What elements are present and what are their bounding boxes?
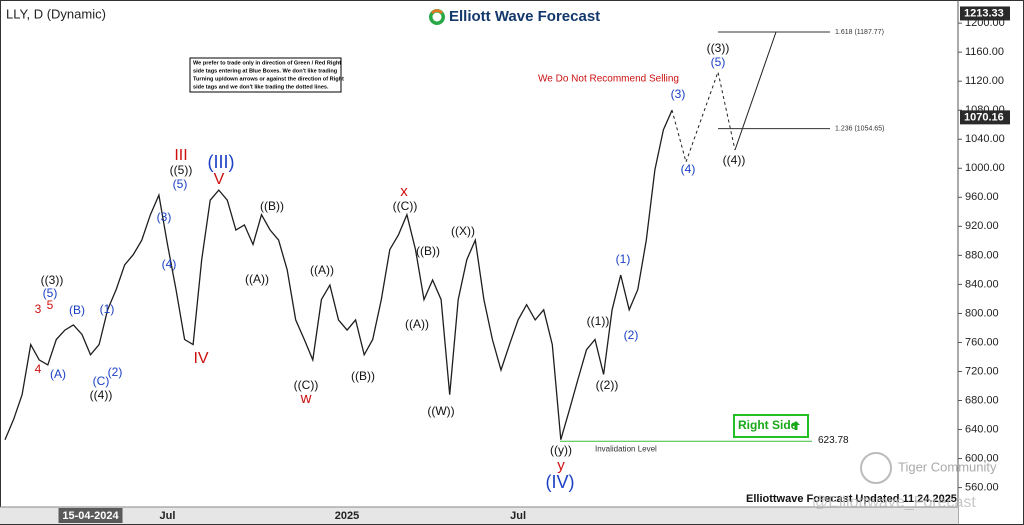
chart-title: LLY, D (Dynamic) [6,6,106,21]
wave-label: (4) [162,257,177,271]
wave-label: ((X)) [451,224,475,238]
wave-label: (III) [208,152,235,172]
note-line: side tags and we don't like trading the … [193,84,329,90]
wave-label: (IV) [546,472,575,492]
y-tick-label: 640.00 [965,423,999,435]
wave-label: ((A)) [245,272,269,286]
y-tick-label: 680.00 [965,394,999,406]
wave-label: (3) [157,210,172,224]
wave-label: ((3)) [707,41,730,55]
wave-label: ((W)) [427,404,454,418]
wave-label: (4) [681,162,696,176]
wave-label: ((5)) [170,163,193,177]
time-axis-strip [0,507,958,524]
wave-label: 4 [35,362,42,376]
wave-label: (2) [108,365,123,379]
wave-label: (5) [711,55,726,69]
footer: Elliottwave Forecast Updated 11.24.2025 [746,493,957,505]
x-tick-label: 15-04-2024 [62,510,119,522]
note-line: Turning up/down arrows or against the di… [193,76,344,82]
wave-label: ((1)) [587,314,610,328]
wave-label: (1) [616,252,631,266]
note-line: side tags entering at Blue Boxes. We don… [193,68,338,74]
x-tick-label: 2025 [335,510,359,522]
wave-label: w [300,390,312,407]
y-tick-label: 1120.00 [965,75,1004,87]
y-tick-label: 800.00 [965,307,999,319]
y-tick-label: 1000.00 [965,162,1005,174]
wave-label: (5) [43,286,58,300]
wave-label: ((B)) [351,369,375,383]
fib-label: 1.236 (1054.65) [835,125,884,132]
wave-label: ((4)) [90,388,113,402]
price-tag [960,110,1010,125]
y-tick-label: 840.00 [965,278,999,290]
watermark: @Elliottwave_Forecast [812,494,976,511]
wave-label: IV [193,350,208,367]
note-box [189,57,342,93]
wave-label: ((y)) [550,443,572,457]
fib-label: 1.618 (1187.77) [835,29,884,36]
warning: We Do Not Recommend Selling [538,74,679,85]
wave-label: ((B)) [260,199,284,213]
x-tick-label: Jul [510,510,526,522]
wave-label: ((2)) [596,378,619,392]
invalidation-label: Invalidation Level [595,444,657,453]
wave-label: ((C)) [393,199,418,213]
wave-label: 5 [47,298,54,312]
wave-label: ((A)) [310,263,334,277]
wave-label: 3 [35,302,42,316]
wave-label: (5) [173,177,188,191]
wave-label: III [174,147,187,164]
wave-label: (B) [69,303,85,317]
price-tag-label: 1213.33 [964,7,1004,19]
logo-icon [432,12,442,22]
x-tick-label: Jul [160,510,176,522]
note-line: We prefer to trade only in direction of … [193,60,341,66]
signal-arrow [792,421,800,430]
projection-dotted [671,70,736,164]
wave-label: ((C)) [294,378,319,392]
logo-icon [431,9,443,14]
wave-label: (A) [50,367,66,381]
wave-label: (3) [671,87,686,101]
projection-line [734,31,777,151]
wave-label: y [557,457,565,474]
y-tick-label: 760.00 [965,336,999,348]
wave-label: ((3)) [41,273,64,287]
watermark: Tiger Community [898,459,997,474]
y-tick-label: 600.00 [965,452,999,464]
price-tag-label: 1070.16 [964,111,1004,123]
wave-label: V [214,171,225,188]
y-tick-label: 560.00 [965,481,999,493]
price-tag [960,6,1010,21]
signal: Right Side [738,418,798,432]
y-tick-label: 720.00 [965,365,999,377]
signal-box [733,414,809,438]
date-highlight [58,508,123,523]
y-tick-label: 880.00 [965,249,999,261]
wave-label: ((A)) [405,317,429,331]
brand: Elliott Wave Forecast [449,8,600,25]
wave-label: (C) [93,374,110,388]
price-line [4,109,673,440]
y-tick-label: 960.00 [965,191,999,203]
wave-label: (1) [100,302,115,316]
wave-label: ((B)) [416,244,440,258]
wave-label: ((4)) [723,153,746,167]
watermark-icon [860,452,892,484]
wave-label: x [400,183,408,200]
y-tick-label: 1160.00 [965,46,1004,58]
y-tick-label: 920.00 [965,220,999,232]
invalidation-value: 623.78 [818,435,849,446]
wave-label: (2) [624,328,639,342]
y-tick-label: 1040.00 [965,133,1005,145]
